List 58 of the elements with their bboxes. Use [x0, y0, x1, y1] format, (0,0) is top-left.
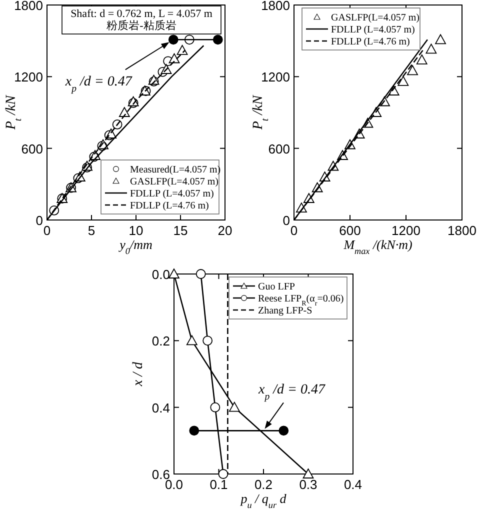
y-tick-label: 600	[21, 141, 43, 156]
x-tick-label: 10	[128, 223, 144, 238]
point	[398, 76, 409, 86]
x-tick-label: 0.4	[344, 477, 362, 492]
annotation: x$_{p}$ /d = 0.47	[258, 382, 326, 402]
point	[302, 468, 314, 478]
point	[186, 335, 198, 346]
point	[416, 54, 428, 64]
y-axis-title: x / d	[131, 360, 146, 388]
point	[196, 269, 206, 279]
point	[118, 107, 130, 117]
point	[168, 34, 178, 45]
y-tick-label: 1800	[261, 0, 290, 13]
legend-label: Measured(L=4.057 m)	[130, 164, 221, 176]
x-tick-label: 20	[218, 223, 232, 238]
x-tick-label: 1200	[392, 223, 420, 238]
point	[228, 402, 240, 412]
y-tick-label: 0	[36, 213, 43, 228]
point	[218, 469, 228, 479]
x-tick-label: 0.3	[299, 477, 318, 492]
point	[435, 34, 446, 44]
point	[202, 336, 213, 346]
x-axis-title: M$_{max}$ /(kN·m)	[342, 237, 412, 256]
legend-label: GASLFP(L=4.057 m)	[130, 176, 218, 188]
legend-label: FDLLP (L=4.057 m)	[331, 24, 415, 36]
legend-label: Zhang LFP-S	[258, 306, 312, 316]
point	[168, 53, 180, 64]
x-axis-title: y$_{0}$/mm	[118, 237, 152, 256]
legend-label: FDLLP (L=4.76 m)	[331, 36, 410, 48]
legend-label: FDLLP (L=4.76 m)	[130, 200, 209, 212]
y-tick-label: 600	[268, 141, 290, 156]
y-tick-label: 0.4	[152, 400, 170, 416]
point	[176, 44, 188, 55]
y-tick-label: 0	[282, 213, 290, 228]
point	[212, 34, 223, 45]
legend-label: FDLLP (L=4.057 m)	[130, 188, 214, 200]
y-tick-label: 1200	[14, 70, 43, 85]
x-axis-title: p$_{u}$ / q$_{ur}$ d	[240, 491, 287, 510]
point	[278, 426, 289, 436]
y-tick-label: 0.0	[152, 267, 170, 282]
x-tick-label: 0.1	[210, 477, 228, 492]
y-tick-label: 0.2	[152, 334, 170, 349]
y-tick-label: 1800	[14, 0, 43, 13]
y-tick-label: 1200	[261, 70, 290, 85]
annotation: 粉质岩-粘质岩	[106, 19, 176, 32]
x-tick-label: 600	[339, 223, 361, 238]
x-tick-label: 15	[173, 223, 188, 238]
annotation: x$_{p}$ /d = 0.47	[64, 74, 133, 94]
legend-label: GASLFP(L=4.057 m)	[331, 12, 420, 24]
x-tick-label: 1800	[448, 223, 476, 238]
legend-label: Guo LFP	[258, 282, 296, 292]
annotation: Shaft: d = 0.762 m, L = 4.057 m	[70, 8, 213, 20]
legend-label: Reese LFP$_{R}$(α$_{r}$=0.06)	[258, 294, 344, 308]
point	[426, 44, 437, 54]
x-tick-label: 5	[88, 223, 96, 238]
point	[407, 65, 418, 76]
point	[189, 426, 200, 436]
point	[210, 402, 220, 412]
